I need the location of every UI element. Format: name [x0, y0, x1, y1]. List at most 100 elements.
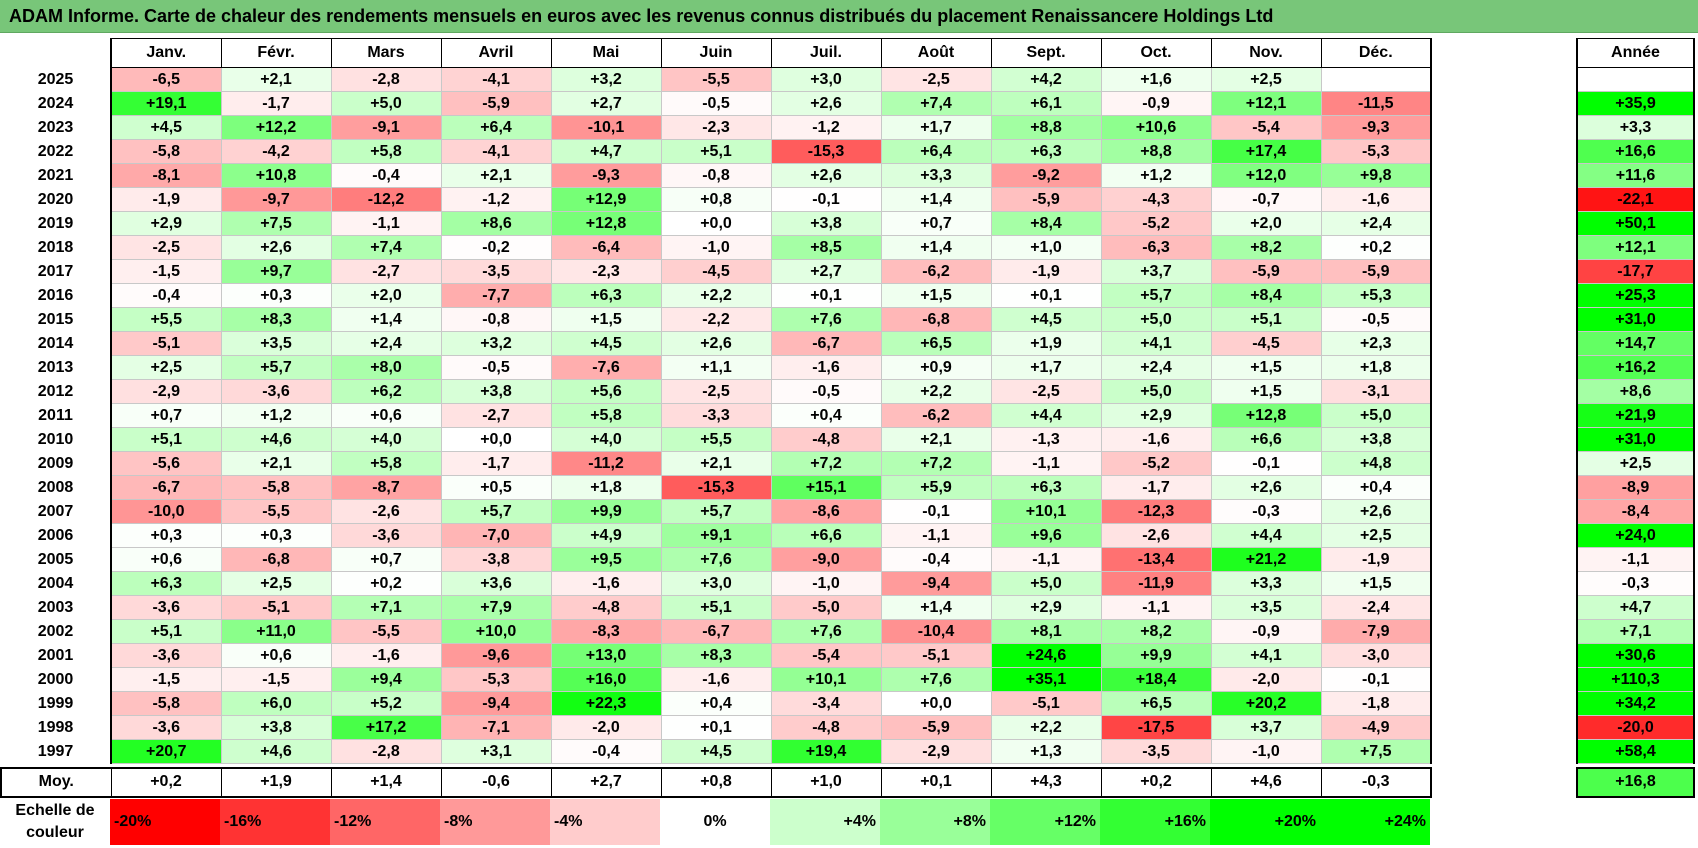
- heat-cell: -6,7: [770, 331, 882, 356]
- heat-cell: -0,8: [440, 307, 552, 332]
- heat-cell: +9,1: [660, 523, 772, 548]
- heat-cell: +4,7: [550, 139, 662, 164]
- annual-cell: -8,9: [1576, 475, 1695, 500]
- heat-cell: -9,2: [990, 163, 1102, 188]
- heat-cell: +13,0: [550, 643, 662, 668]
- heat-cell: +12,8: [1210, 403, 1322, 428]
- table-row: 2022 -5,8 -4,2 +5,8 -4,1 +4,7 +5,1 -15,3 +6,4 +6,…: [1, 139, 1432, 164]
- heat-cell: +3,3: [880, 163, 992, 188]
- heat-cell: +5,5: [660, 427, 772, 452]
- year-label: 2009: [1, 451, 111, 476]
- heat-cell: -1,7: [440, 451, 552, 476]
- heat-cell: +1,8: [550, 475, 662, 500]
- heat-cell: +3,0: [660, 571, 772, 596]
- average-cell: +1,4: [330, 766, 442, 798]
- heat-cell: +0,3: [220, 283, 332, 308]
- heat-cell: +5,8: [330, 139, 442, 164]
- heat-cell: +2,5: [220, 571, 332, 596]
- heat-cell: +2,2: [990, 715, 1102, 740]
- table-row: 2008 -6,7 -5,8 -8,7 +0,5 +1,8 -15,3 +15,1 +5,9 +6…: [1, 475, 1432, 500]
- heat-cell: -4,8: [770, 715, 882, 740]
- heat-cell: +2,6: [770, 91, 882, 116]
- heat-cell: [1320, 67, 1432, 92]
- average-cell: +4,6: [1210, 766, 1322, 798]
- heat-cell: +9,8: [1320, 163, 1432, 188]
- heat-cell: -0,9: [1100, 91, 1212, 116]
- table-row: 2012 -2,9 -3,6 +6,2 +3,8 +5,6 -2,5 -0,5 +2,2 -2,5…: [1, 379, 1432, 404]
- heat-cell: -1,2: [440, 187, 552, 212]
- heat-cell: -0,4: [880, 547, 992, 572]
- table-row: 2014 -5,1 +3,5 +2,4 +3,2 +4,5 +2,6 -6,7 +6,5 +1,9…: [1, 331, 1432, 356]
- heat-cell: -8,3: [550, 619, 662, 644]
- heat-cell: +2,4: [1320, 211, 1432, 236]
- heat-cell: -5,5: [220, 499, 332, 524]
- table-row: 2018 -2,5 +2,6 +7,4 -0,2 -6,4 -1,0 +8,5 +1,4 +1,0…: [1, 235, 1432, 260]
- heat-cell: +0,1: [990, 283, 1102, 308]
- heat-cell: -3,4: [770, 691, 882, 716]
- annual-cell: +34,2: [1576, 691, 1695, 716]
- heat-cell: +0,7: [110, 403, 222, 428]
- heat-cell: +5,2: [330, 691, 442, 716]
- heat-cell: +5,0: [1100, 307, 1212, 332]
- heat-cell: +5,0: [330, 91, 442, 116]
- heat-cell: +7,6: [880, 667, 992, 692]
- heat-cell: -5,5: [660, 67, 772, 92]
- month-header: Sept.: [990, 38, 1102, 68]
- heat-cell: -9,4: [440, 691, 552, 716]
- heat-cell: -5,9: [990, 187, 1102, 212]
- heat-cell: +8,8: [990, 115, 1102, 140]
- heat-cell: -6,4: [550, 235, 662, 260]
- annual-cell: +31,0: [1576, 307, 1695, 332]
- heat-cell: +3,0: [770, 67, 882, 92]
- heat-cell: +19,4: [770, 739, 882, 764]
- heat-cell: +0,6: [220, 643, 332, 668]
- heat-cell: -1,6: [770, 355, 882, 380]
- heat-cell: -10,1: [550, 115, 662, 140]
- heat-cell: -0,5: [1320, 307, 1432, 332]
- table-row: 2002 +5,1 +11,0 -5,5 +10,0 -8,3 -6,7 +7,6 -10,4 +…: [1, 619, 1432, 644]
- heat-cell: +5,7: [660, 499, 772, 524]
- heat-cell: -8,1: [110, 163, 222, 188]
- heat-cell: -6,8: [880, 307, 992, 332]
- heat-cell: +1,7: [880, 115, 992, 140]
- heat-cell: -3,0: [1320, 643, 1432, 668]
- heat-cell: -5,9: [880, 715, 992, 740]
- heat-cell: -3,6: [110, 643, 222, 668]
- annual-cell: -8,4: [1576, 499, 1695, 524]
- heat-cell: +5,1: [1210, 307, 1322, 332]
- table-row: 2000 -1,5 -1,5 +9,4 -5,3 +16,0 -1,6 +10,1 +7,6 +3…: [1, 667, 1432, 692]
- heat-cell: -2,8: [330, 739, 442, 764]
- color-scale-swatch: +20%: [1210, 799, 1320, 845]
- heat-cell: +1,0: [990, 235, 1102, 260]
- heat-cell: +5,0: [1100, 379, 1212, 404]
- heat-cell: +12,2: [220, 115, 332, 140]
- month-header: Nov.: [1210, 38, 1322, 68]
- heat-cell: +8,3: [660, 643, 772, 668]
- heat-cell: +3,1: [440, 739, 552, 764]
- annual-cell: +50,1: [1576, 211, 1695, 236]
- heat-cell: +2,2: [660, 283, 772, 308]
- year-label: 2011: [1, 403, 111, 428]
- heat-cell: -5,4: [1210, 115, 1322, 140]
- heat-cell: -8,6: [770, 499, 882, 524]
- heat-cell: -5,4: [770, 643, 882, 668]
- heat-cell: -1,1: [880, 523, 992, 548]
- heat-cell: +6,6: [1210, 427, 1322, 452]
- heat-cell: -9,4: [880, 571, 992, 596]
- heat-cell: -6,2: [880, 403, 992, 428]
- heat-cell: -3,6: [330, 523, 442, 548]
- heat-cell: +0,6: [330, 403, 442, 428]
- annual-cell: +24,0: [1576, 523, 1695, 548]
- heat-cell: -0,1: [880, 499, 992, 524]
- heat-cell: +19,1: [110, 91, 222, 116]
- heat-cell: -9,1: [330, 115, 442, 140]
- average-cell: +2,7: [550, 766, 662, 798]
- heat-cell: -4,5: [1210, 331, 1322, 356]
- heat-cell: +7,1: [330, 595, 442, 620]
- heat-cell: +0,8: [660, 187, 772, 212]
- average-cell: +0,8: [660, 766, 772, 798]
- heat-cell: +4,4: [990, 403, 1102, 428]
- heat-cell: -7,0: [440, 523, 552, 548]
- heat-cell: -12,3: [1100, 499, 1212, 524]
- heat-cell: -3,6: [110, 715, 222, 740]
